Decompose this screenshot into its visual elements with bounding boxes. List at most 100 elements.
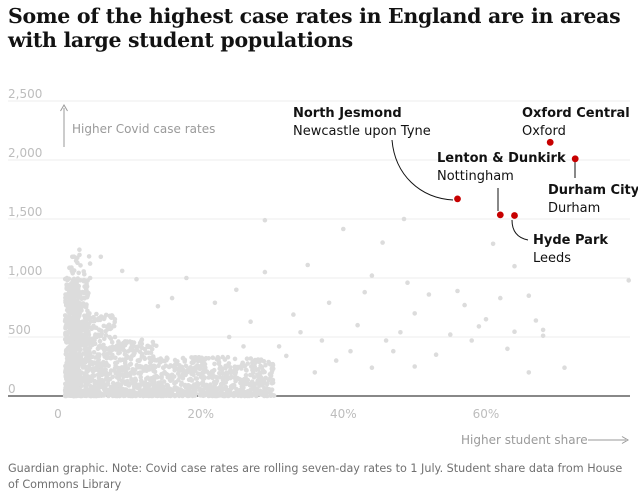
data-point [95, 367, 101, 373]
data-point [209, 389, 214, 394]
data-point [512, 263, 517, 269]
data-point [173, 385, 179, 390]
data-point [298, 330, 303, 335]
x-axis-label: Higher student share [461, 433, 588, 447]
data-point [103, 369, 109, 375]
data-point [219, 391, 225, 396]
data-point [253, 388, 259, 394]
data-point [85, 354, 90, 360]
data-point [103, 312, 109, 318]
data-point [257, 388, 263, 394]
data-point [179, 380, 184, 386]
data-point [113, 389, 118, 394]
data-point [266, 378, 272, 383]
data-point [206, 384, 212, 390]
data-point [101, 347, 107, 352]
data-point [105, 355, 110, 360]
data-point [119, 367, 124, 373]
data-point [169, 295, 175, 301]
data-point [72, 291, 77, 297]
data-point [96, 357, 101, 362]
data-point [103, 382, 108, 388]
data-point [123, 370, 129, 375]
data-point [212, 300, 218, 306]
data-point [291, 312, 296, 317]
data-point [65, 330, 70, 336]
data-point [169, 372, 175, 378]
data-point [216, 385, 222, 391]
data-point [244, 368, 249, 373]
data-point [63, 388, 68, 394]
footer-note: Guardian graphic. Note: Covid case rates… [8, 462, 623, 491]
label-durham-city-name: Durham City [548, 183, 638, 198]
data-point [626, 278, 631, 283]
data-point [65, 277, 70, 282]
data-point [218, 381, 224, 387]
data-point [169, 389, 174, 394]
data-point [97, 371, 102, 377]
data-point [158, 380, 164, 385]
data-point [262, 380, 267, 386]
data-point [248, 319, 253, 325]
data-point [112, 383, 117, 389]
data-point [184, 383, 189, 389]
data-point [252, 364, 257, 369]
data-point [78, 263, 83, 268]
x-tick-label: 0 [54, 407, 62, 421]
data-point [160, 365, 166, 370]
data-point [77, 373, 83, 379]
data-point [87, 315, 93, 321]
data-point [136, 344, 141, 349]
data-point [98, 361, 103, 366]
data-point [76, 300, 82, 306]
data-point [82, 284, 87, 289]
data-point [121, 393, 127, 399]
y-tick-label: 2,000 [8, 146, 42, 160]
data-point [540, 327, 546, 333]
data-point [128, 361, 134, 367]
data-point [86, 368, 91, 373]
outlier-points [70, 216, 631, 375]
data-point [229, 385, 235, 391]
data-point [201, 370, 206, 376]
data-point [269, 380, 275, 386]
data-point [187, 388, 192, 393]
data-point [76, 270, 81, 276]
data-point [341, 226, 346, 232]
x-tick-label: 40% [330, 407, 357, 421]
data-point [76, 311, 82, 317]
data-point [244, 356, 250, 362]
data-point [498, 295, 503, 301]
data-point [132, 380, 138, 385]
data-point [139, 345, 145, 351]
data-point [540, 333, 546, 339]
data-point [112, 366, 118, 371]
data-point [135, 358, 141, 363]
data-point [92, 381, 98, 386]
data-point [176, 366, 181, 372]
data-point [355, 322, 360, 328]
data-point [68, 285, 74, 291]
data-point [305, 262, 311, 268]
y-tick-label: 0 [8, 382, 16, 396]
data-point [81, 334, 86, 339]
data-point [91, 391, 97, 396]
data-point [86, 254, 92, 259]
data-point [67, 377, 72, 383]
data-point [150, 339, 156, 345]
data-point [165, 374, 171, 380]
data-point [159, 371, 164, 377]
data-point [106, 322, 112, 328]
data-point [79, 323, 85, 329]
data-point [83, 393, 89, 399]
data-point [210, 355, 216, 361]
data-point [140, 380, 145, 386]
data-point [86, 348, 92, 354]
data-point [225, 363, 230, 368]
data-point [262, 217, 268, 223]
data-point [191, 372, 196, 378]
data-point [79, 383, 85, 388]
data-point [312, 370, 318, 375]
data-point [476, 324, 482, 329]
data-point [137, 385, 142, 390]
